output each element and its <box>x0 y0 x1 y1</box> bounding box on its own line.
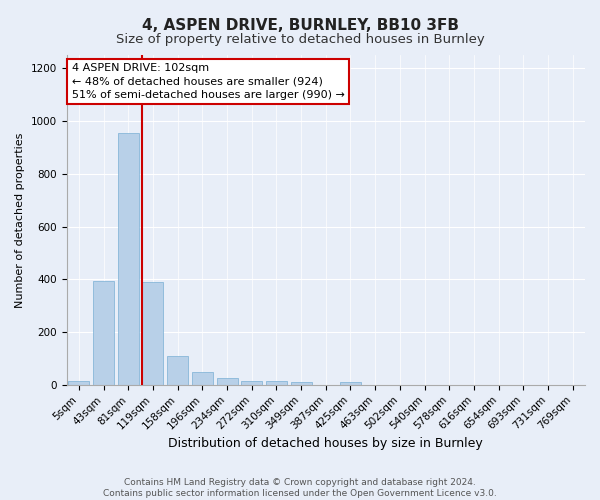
Text: Contains HM Land Registry data © Crown copyright and database right 2024.
Contai: Contains HM Land Registry data © Crown c… <box>103 478 497 498</box>
Bar <box>290 382 311 385</box>
Bar <box>266 381 287 385</box>
Y-axis label: Number of detached properties: Number of detached properties <box>15 132 25 308</box>
Text: Size of property relative to detached houses in Burnley: Size of property relative to detached ho… <box>116 32 484 46</box>
Bar <box>167 356 188 385</box>
Text: 4, ASPEN DRIVE, BURNLEY, BB10 3FB: 4, ASPEN DRIVE, BURNLEY, BB10 3FB <box>142 18 458 32</box>
Bar <box>340 382 361 385</box>
Bar <box>68 381 89 385</box>
Bar <box>241 381 262 385</box>
X-axis label: Distribution of detached houses by size in Burnley: Distribution of detached houses by size … <box>169 437 483 450</box>
Bar <box>142 282 163 385</box>
Bar <box>217 378 238 385</box>
Text: 4 ASPEN DRIVE: 102sqm
← 48% of detached houses are smaller (924)
51% of semi-det: 4 ASPEN DRIVE: 102sqm ← 48% of detached … <box>72 63 344 100</box>
Bar <box>118 133 139 385</box>
Bar <box>93 280 114 385</box>
Bar <box>192 372 213 385</box>
